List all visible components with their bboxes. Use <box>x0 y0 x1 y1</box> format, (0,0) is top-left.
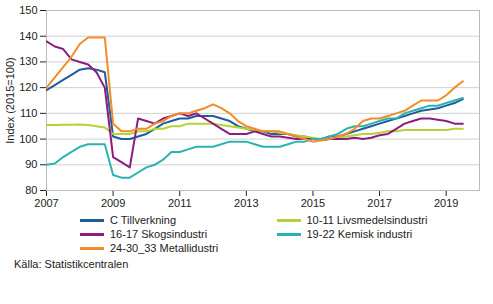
html-text:24-30_33 Metallidustri: 24-30_33 Metallidustri <box>110 242 219 254</box>
svg-text:2019: 2019 <box>434 197 458 209</box>
svg-text:2007: 2007 <box>34 197 58 209</box>
svg-text:120: 120 <box>19 81 37 93</box>
svg-text:140: 140 <box>19 30 37 42</box>
html-text:Källa: Statistikcentralen: Källa: Statistikcentralen <box>14 258 129 270</box>
svg-text:80: 80 <box>25 184 37 196</box>
svg-text:2011: 2011 <box>168 197 192 209</box>
svg-text:110: 110 <box>20 107 38 119</box>
svg-text:Index (2015=100): Index (2015=100) <box>4 57 16 144</box>
svg-text:2013: 2013 <box>234 197 258 209</box>
html-text:19-22 Kemisk industri: 19-22 Kemisk industri <box>306 228 413 240</box>
svg-text:130: 130 <box>19 55 37 67</box>
svg-text:100: 100 <box>19 133 37 145</box>
svg-text:2017: 2017 <box>367 197 391 209</box>
html-text:C Tillverkning: C Tillverkning <box>110 214 176 226</box>
html-text:10-11 Livsmedelsindustri: 10-11 Livsmedelsindustri <box>306 214 428 226</box>
svg-text:2015: 2015 <box>301 197 325 209</box>
svg-text:2009: 2009 <box>101 197 125 209</box>
svg-text:150: 150 <box>19 4 37 16</box>
html-text:16-17 Skogsindustri: 16-17 Skogsindustri <box>110 228 208 240</box>
svg-text:90: 90 <box>25 158 37 170</box>
